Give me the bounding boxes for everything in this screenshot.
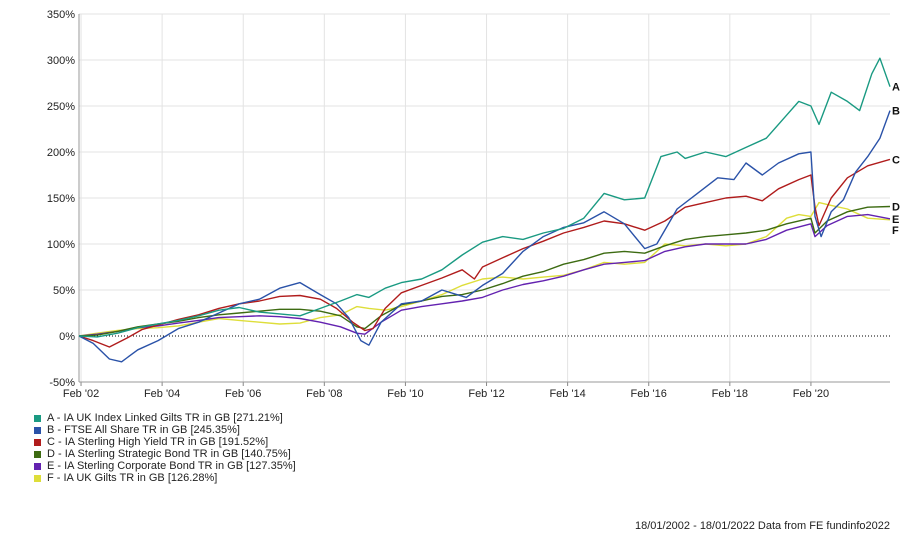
legend-item: E - IA Sterling Corporate Bond TR in GB … — [34, 460, 296, 472]
x-tick-label: Feb '06 — [225, 388, 261, 400]
chart-grid — [79, 13, 890, 383]
legend-swatch — [34, 438, 41, 446]
y-tick-label: 200% — [47, 147, 75, 159]
line-chart: -50% 0% 50% 100% 150% 200% 250% 300% 350% Feb '02… — [47, 9, 900, 400]
x-tick-label: Feb '02 — [63, 388, 99, 400]
legend-label: C - IA Sterling High Yield TR in GB [191… — [47, 436, 269, 448]
series-line-e — [78, 213, 891, 337]
legend-label: B - FTSE All Share TR in GB [245.35%] — [47, 424, 240, 436]
y-tick-label: -50% — [49, 377, 75, 389]
x-tick-label: Feb '08 — [306, 388, 342, 400]
series-line-a — [78, 57, 891, 338]
chart-series — [78, 57, 891, 363]
x-tick-label: Feb '04 — [144, 388, 180, 400]
series-end-labels: AB C DEF — [892, 82, 900, 237]
chart-legend: A - IA UK Index Linked Gilts TR in GB [2… — [34, 412, 296, 484]
chart-axes: -50% 0% 50% 100% 150% 200% 250% 300% 350% Feb '02… — [47, 9, 890, 400]
x-tick-label: Feb '10 — [387, 388, 423, 400]
series-end-label: F — [892, 225, 899, 237]
legend-swatch — [34, 462, 41, 470]
legend-label: E - IA Sterling Corporate Bond TR in GB … — [47, 460, 296, 472]
legend-swatch — [34, 426, 41, 434]
legend-item: D - IA Sterling Strategic Bond TR in GB … — [34, 448, 296, 460]
y-tick-label: 50% — [53, 285, 75, 297]
series-end-label: B — [892, 106, 900, 118]
series-line-f — [78, 201, 891, 337]
series-line-c — [78, 158, 891, 348]
series-end-label: A — [892, 82, 900, 94]
legend-item: F - IA UK Gilts TR in GB [126.28%] — [34, 472, 296, 484]
x-tick-label: Feb '12 — [468, 388, 504, 400]
y-tick-label: 250% — [47, 101, 75, 113]
y-tick-label: 0% — [59, 331, 75, 343]
x-tick-label: Feb '18 — [712, 388, 748, 400]
x-tick-label: Feb '16 — [631, 388, 667, 400]
legend-item: A - IA UK Index Linked Gilts TR in GB [2… — [34, 412, 296, 424]
legend-item: C - IA Sterling High Yield TR in GB [191… — [34, 436, 296, 448]
date-range-footer: 18/01/2002 - 18/01/2022 Data from FE fun… — [634, 520, 890, 532]
legend-swatch — [34, 474, 41, 482]
series-end-label: E — [892, 214, 899, 226]
y-tick-label: 100% — [47, 239, 75, 251]
series-line-d — [78, 205, 891, 337]
y-tick-label: 150% — [47, 193, 75, 205]
legend-label: A - IA UK Index Linked Gilts TR in GB [2… — [47, 412, 283, 424]
legend-label: D - IA Sterling Strategic Bond TR in GB … — [47, 448, 291, 460]
series-end-label: C — [892, 154, 900, 166]
legend-swatch — [34, 450, 41, 458]
x-tick-label: Feb '20 — [793, 388, 829, 400]
y-tick-label: 300% — [47, 55, 75, 67]
y-tick-label: 350% — [47, 9, 75, 21]
series-line-b — [78, 110, 891, 363]
legend-swatch — [34, 414, 41, 422]
series-end-label: D — [892, 202, 900, 214]
x-tick-label: Feb '14 — [549, 388, 585, 400]
legend-item: B - FTSE All Share TR in GB [245.35%] — [34, 424, 296, 436]
legend-label: F - IA UK Gilts TR in GB [126.28%] — [47, 472, 218, 484]
